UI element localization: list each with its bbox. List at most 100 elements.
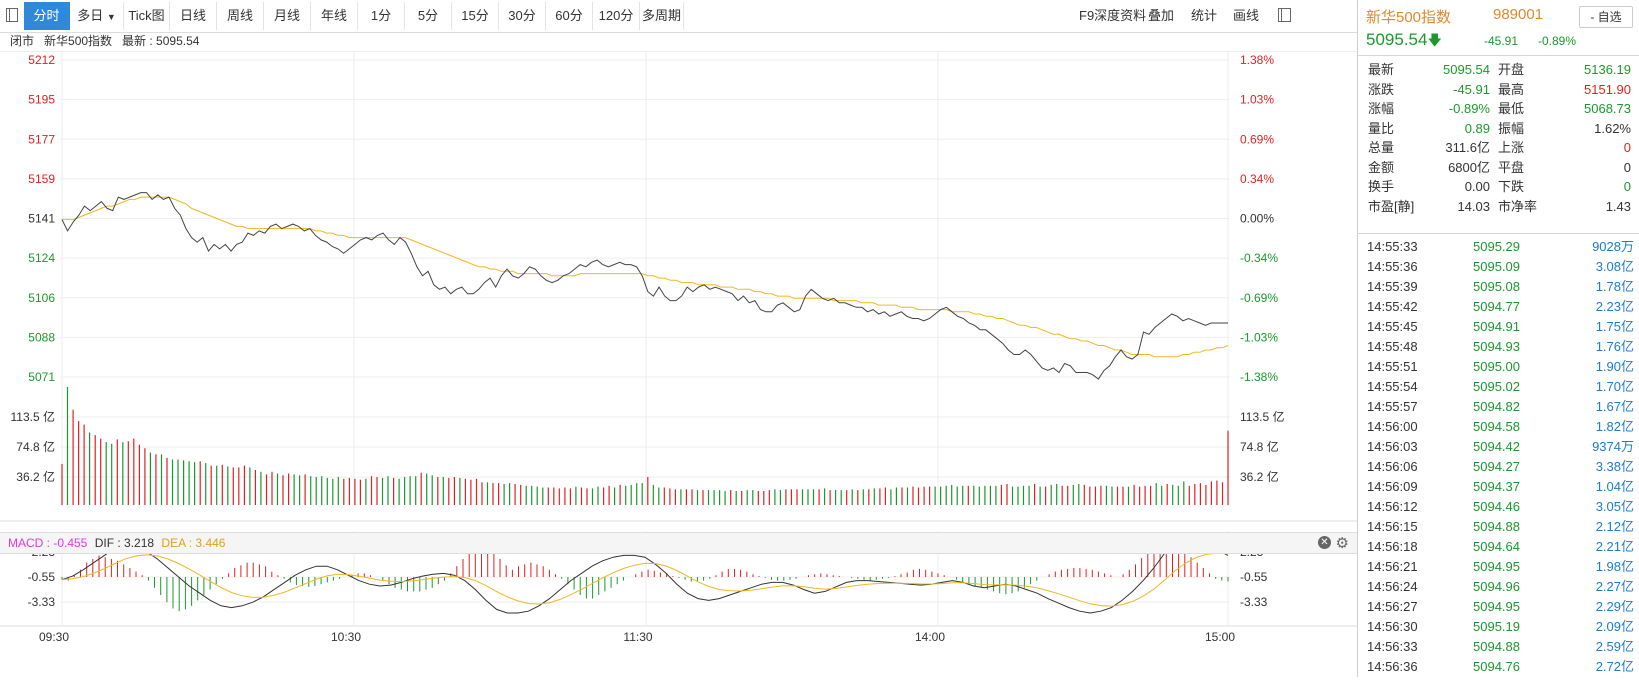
volume-tick-label: 36.2 亿 xyxy=(1240,469,1279,484)
price-tick-label: 5159 xyxy=(28,172,55,186)
pct-tick-label: 1.38% xyxy=(1240,53,1274,67)
pct-tick-label: 1.03% xyxy=(1240,93,1274,107)
dea-value: DEA : 3.446 xyxy=(161,536,226,550)
time-axis-label: 10:30 xyxy=(331,630,361,644)
quote-label: 总量 xyxy=(1368,140,1395,155)
quote-label: 上涨 xyxy=(1498,140,1525,155)
market-status: 闭市 xyxy=(10,34,35,48)
tick-volume: 9028万 xyxy=(1592,239,1634,254)
tick-volume: 2.29亿 xyxy=(1595,599,1634,614)
pct-tick-label: -0.34% xyxy=(1240,251,1278,265)
tick-price: 5095.00 xyxy=(1473,359,1520,374)
chart-info-bar: 闭市 新华500指数 最新 : 5095.54 xyxy=(0,32,1357,51)
panel-price: 5095.54🡇 xyxy=(1366,30,1442,54)
panel-price-value: 5095.54 xyxy=(1366,30,1428,49)
tick-time: 14:56:33 xyxy=(1367,639,1418,654)
price-tick-label: 5106 xyxy=(28,291,55,305)
tick-row: 14:56:30 5095.19 2.09亿 xyxy=(1358,617,1639,637)
tick-price: 5094.96 xyxy=(1473,579,1520,594)
overlay-button[interactable]: 叠加 xyxy=(1148,8,1175,23)
sidebar-toggle-icon[interactable] xyxy=(6,8,18,22)
tick-volume: 3.38亿 xyxy=(1595,459,1634,474)
quote-row: 涨跌 -45.91 最高 5151.90 xyxy=(1358,80,1639,100)
average-price-line xyxy=(62,196,1229,358)
tick-time: 14:56:21 xyxy=(1367,559,1418,574)
tab-15min[interactable]: 15分 xyxy=(452,2,499,30)
pct-tick-label: -1.38% xyxy=(1240,370,1278,384)
quote-value: -45.91 xyxy=(1453,81,1490,97)
tick-time: 14:56:36 xyxy=(1367,659,1418,674)
tick-row: 14:55:51 5095.00 1.90亿 xyxy=(1358,357,1639,377)
time-axis-label: 09:30 xyxy=(39,630,69,644)
panel-index-name: 新华500指数 xyxy=(1366,9,1452,26)
tab-weekly[interactable]: 周线 xyxy=(217,2,264,30)
tick-price: 5094.64 xyxy=(1473,539,1520,554)
quote-row: 换手 0.00 下跌 0 xyxy=(1358,177,1639,197)
tick-row: 14:56:12 5094.46 3.05亿 xyxy=(1358,497,1639,517)
quote-row: 最新 5095.54 开盘 5136.19 xyxy=(1358,60,1639,80)
tick-time: 14:55:42 xyxy=(1367,299,1418,314)
volume-tick-label: 74.8 亿 xyxy=(16,439,55,454)
tick-volume: 9374万 xyxy=(1592,439,1634,454)
tick-price: 5095.19 xyxy=(1473,619,1520,634)
tab-daily[interactable]: 日线 xyxy=(170,2,217,30)
tick-time: 14:56:24 xyxy=(1367,579,1418,594)
latest-price-label: 最新 : 5095.54 xyxy=(122,34,200,48)
quote-value: 5068.73 xyxy=(1584,101,1631,116)
tick-price: 5094.88 xyxy=(1473,639,1520,654)
intraday-chart[interactable]: 5212 1.38% 5195 1.03% 5177 0.69% 5159 0.34% 5141… xyxy=(0,50,1357,677)
quote-row: 金额 6800亿 平盘 0 xyxy=(1358,158,1639,178)
tab-yearly[interactable]: 年线 xyxy=(311,2,358,30)
quote-row: 量比 0.89 振幅 1.62% xyxy=(1358,119,1639,139)
tab-30min[interactable]: 30分 xyxy=(499,2,546,30)
tick-volume: 1.04亿 xyxy=(1595,479,1634,494)
tick-price: 5095.09 xyxy=(1473,259,1520,274)
statistics-button[interactable]: 统计 xyxy=(1191,8,1218,23)
tab-tick[interactable]: Tick图 xyxy=(124,2,170,30)
pct-tick-label: -0.69% xyxy=(1240,291,1278,305)
tick-price: 5094.82 xyxy=(1473,399,1520,414)
quote-label: 平盘 xyxy=(1498,159,1525,175)
draw-line-button[interactable]: 画线 xyxy=(1233,8,1260,23)
quote-label: 金额 xyxy=(1368,159,1395,175)
tab-1min[interactable]: 1分 xyxy=(358,2,405,30)
price-tick-label: 5177 xyxy=(28,132,55,146)
tick-time: 14:56:27 xyxy=(1367,599,1418,614)
tick-time: 14:56:12 xyxy=(1367,499,1418,514)
tab-60min[interactable]: 60分 xyxy=(546,2,593,30)
tick-row: 14:56:36 5094.76 2.72亿 xyxy=(1358,657,1639,677)
panel-change-pct: -0.89% xyxy=(1538,34,1577,48)
quote-label: 振幅 xyxy=(1498,120,1525,136)
index-name: 新华500指数 xyxy=(44,34,113,48)
macd-indicator-bar: MACD : -0.455 DIF : 3.218 DEA : 3.446 ✕ … xyxy=(0,532,1357,554)
gear-icon[interactable]: ⚙ xyxy=(1335,535,1349,552)
quote-value: 1.43 xyxy=(1605,198,1631,214)
tick-row: 14:56:15 5094.88 2.12亿 xyxy=(1358,517,1639,537)
tick-volume: 2.09亿 xyxy=(1595,619,1634,634)
divider xyxy=(1358,55,1639,56)
dif-value: DIF : 3.218 xyxy=(94,536,155,550)
tab-intraday[interactable]: 分时 xyxy=(24,2,70,30)
panel-toggle-icon[interactable] xyxy=(1278,8,1291,22)
close-indicator-icon[interactable]: ✕ xyxy=(1318,536,1331,549)
macd-value: MACD : -0.455 xyxy=(8,536,88,550)
dif-line xyxy=(61,538,1229,614)
tab-multi-period[interactable]: 多周期 xyxy=(640,2,684,30)
f9-deep-info-button[interactable]: F9深度资料 xyxy=(1079,8,1147,23)
quote-label: 下跌 xyxy=(1498,179,1525,194)
tab-5min[interactable]: 5分 xyxy=(405,2,452,30)
macd-tick-label: -0.55 xyxy=(28,570,56,584)
tick-volume: 2.12亿 xyxy=(1595,519,1634,534)
tab-monthly[interactable]: 月线 xyxy=(264,2,311,30)
tick-price: 5094.88 xyxy=(1473,519,1520,534)
add-favorite-button[interactable]: - 自选 xyxy=(1579,6,1633,28)
tab-120min[interactable]: 120分 xyxy=(593,2,640,30)
quote-label: 市净率 xyxy=(1498,198,1538,214)
tab-multi-day[interactable]: 多日 ▼ xyxy=(70,2,124,30)
tick-time: 14:56:09 xyxy=(1367,479,1418,494)
quote-value: 6800亿 xyxy=(1448,159,1490,175)
tick-row: 14:55:48 5094.93 1.76亿 xyxy=(1358,337,1639,357)
divider xyxy=(1358,233,1639,234)
quote-value: 311.6亿 xyxy=(1445,140,1490,155)
quote-row: 市盈[静] 14.03 市净率 1.43 xyxy=(1358,197,1639,217)
